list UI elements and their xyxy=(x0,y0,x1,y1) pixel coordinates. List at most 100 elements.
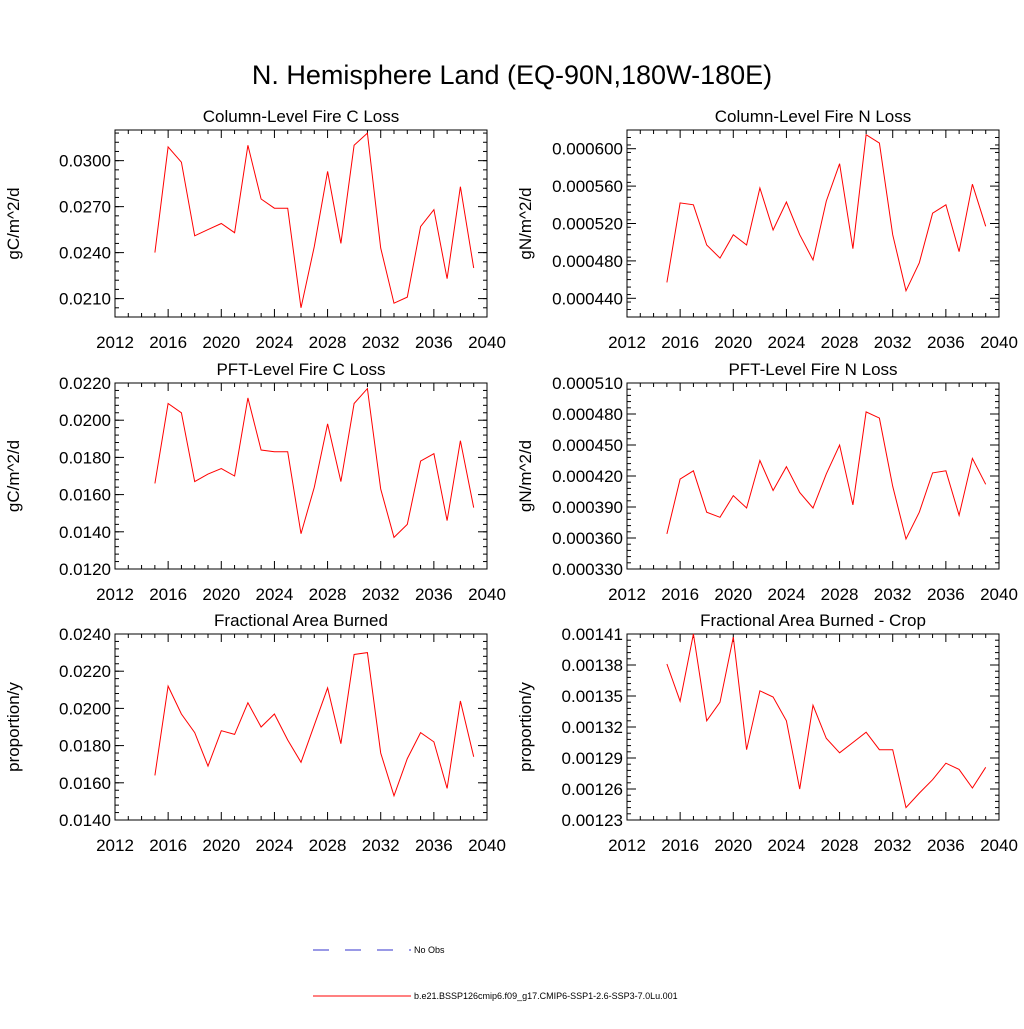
chart-title: Fractional Area Burned xyxy=(214,611,388,630)
series-line xyxy=(154,132,475,308)
y-tick-label: 0.0200 xyxy=(59,411,111,430)
x-tick-label: 2020 xyxy=(714,836,752,855)
y-tick-label: 0.000450 xyxy=(552,436,623,455)
y-tick-label: 0.000510 xyxy=(552,374,623,393)
y-tick-label: 0.00135 xyxy=(562,687,623,706)
x-tick-label: 2024 xyxy=(768,333,806,352)
plot-frame xyxy=(114,633,488,821)
chart-panels: Column-Level Fire C Loss gC/m^2/d 2012 2016… xyxy=(4,107,1018,855)
x-tick-label: 2016 xyxy=(661,585,699,604)
chart-panel-5: Fractional Area Burned proportion/y 2012 20… xyxy=(4,611,506,855)
chart-panel-3: PFT-Level Fire C Loss gC/m^2/d 2012 2016 202… xyxy=(4,360,506,604)
x-tick-label: 2016 xyxy=(149,333,187,352)
y-axis-label: proportion/y xyxy=(4,682,23,772)
plot-frame xyxy=(114,129,488,318)
x-tick-label: 2028 xyxy=(821,836,859,855)
y-tick-label: 0.0200 xyxy=(59,699,111,718)
y-tick-label: 0.000480 xyxy=(552,252,623,271)
x-tick-label: 2028 xyxy=(309,585,347,604)
legend: No Obs b.e21.BSSP126cmip6.f09_g17.CMIP6-… xyxy=(313,945,678,1001)
y-axis-label: gC/m^2/d xyxy=(4,187,23,259)
x-tick-label: 2016 xyxy=(149,585,187,604)
y-tick-label: 0.0220 xyxy=(59,374,111,393)
y-tick-label: 0.0140 xyxy=(59,523,111,542)
plot-frame xyxy=(626,129,1000,318)
y-tick-label: 0.0160 xyxy=(59,486,111,505)
chart-panel-6: Fractional Area Burned - Crop proportion/… xyxy=(516,611,1018,855)
x-tick-label: 2040 xyxy=(980,585,1018,604)
x-tick-label: 2012 xyxy=(96,585,134,604)
x-tick-label: 2032 xyxy=(874,585,912,604)
y-tick-label: 0.0240 xyxy=(59,625,111,644)
x-tick-label: 2028 xyxy=(821,333,859,352)
y-tick-label: 0.00129 xyxy=(562,749,623,768)
y-axis-label: proportion/y xyxy=(516,682,535,772)
y-tick-label: 0.00123 xyxy=(562,811,623,830)
chart-panel-2: Column-Level Fire N Loss gN/m^2/d 2012 2016… xyxy=(516,107,1018,352)
y-tick-label: 0.00132 xyxy=(562,718,623,737)
x-tick-label: 2028 xyxy=(309,836,347,855)
plot-frame xyxy=(626,633,1000,821)
x-tick-label: 2024 xyxy=(768,836,806,855)
y-tick-label: 0.0300 xyxy=(59,152,111,171)
chart-panel-4: PFT-Level Fire N Loss gN/m^2/d 2012 2016 202… xyxy=(516,360,1018,604)
x-tick-label: 2040 xyxy=(468,836,506,855)
chart-title: Column-Level Fire N Loss xyxy=(715,107,912,126)
x-tick-label: 2032 xyxy=(362,836,400,855)
chart-title: PFT-Level Fire C Loss xyxy=(216,360,385,379)
series-line xyxy=(666,633,987,809)
plot-frame xyxy=(626,382,1000,570)
x-tick-label: 2012 xyxy=(608,333,646,352)
x-tick-label: 2024 xyxy=(768,585,806,604)
x-tick-label: 2016 xyxy=(661,333,699,352)
x-tick-label: 2012 xyxy=(96,333,134,352)
x-tick-label: 2020 xyxy=(202,836,240,855)
x-tick-label: 2036 xyxy=(927,836,965,855)
x-tick-label: 2012 xyxy=(608,836,646,855)
chart-title: Column-Level Fire C Loss xyxy=(203,107,400,126)
x-tick-label: 2012 xyxy=(608,585,646,604)
x-tick-label: 2040 xyxy=(468,585,506,604)
chart-title: PFT-Level Fire N Loss xyxy=(728,360,897,379)
y-tick-label: 0.0240 xyxy=(59,244,111,263)
series-line xyxy=(666,411,987,541)
figure-title: N. Hemisphere Land (EQ-90N,180W-180E) xyxy=(252,60,772,90)
y-tick-label: 0.000440 xyxy=(552,289,623,308)
y-tick-label: 0.000560 xyxy=(552,177,623,196)
x-tick-label: 2020 xyxy=(714,585,752,604)
y-tick-label: 0.000330 xyxy=(552,560,623,579)
series-line xyxy=(154,387,475,539)
x-tick-label: 2040 xyxy=(980,836,1018,855)
x-tick-label: 2020 xyxy=(202,585,240,604)
y-tick-label: 0.0210 xyxy=(59,290,111,309)
y-tick-label: 0.000600 xyxy=(552,140,623,159)
legend-label-model: b.e21.BSSP126cmip6.f09_g17.CMIP6-SSP1-2.… xyxy=(414,991,678,1001)
x-tick-label: 2012 xyxy=(96,836,134,855)
x-tick-label: 2036 xyxy=(415,836,453,855)
y-tick-label: 0.00126 xyxy=(562,780,623,799)
y-tick-label: 0.000520 xyxy=(552,215,623,234)
x-tick-label: 2024 xyxy=(256,836,294,855)
x-tick-label: 2016 xyxy=(149,836,187,855)
series-line xyxy=(666,133,987,293)
y-tick-label: 0.000390 xyxy=(552,498,623,517)
y-tick-label: 0.0180 xyxy=(59,448,111,467)
plot-frame xyxy=(114,382,488,570)
x-tick-label: 2020 xyxy=(714,333,752,352)
y-tick-label: 0.00141 xyxy=(562,625,623,644)
y-tick-label: 0.000480 xyxy=(552,405,623,424)
y-tick-label: 0.000360 xyxy=(552,529,623,548)
x-tick-label: 2016 xyxy=(661,836,699,855)
chart-title: Fractional Area Burned - Crop xyxy=(700,611,926,630)
y-tick-label: 0.000420 xyxy=(552,467,623,486)
x-tick-label: 2036 xyxy=(415,585,453,604)
legend-label-no-obs: No Obs xyxy=(414,945,445,955)
y-tick-label: 0.0120 xyxy=(59,560,111,579)
x-tick-label: 2036 xyxy=(415,333,453,352)
y-axis-label: gN/m^2/d xyxy=(516,440,535,512)
x-tick-label: 2032 xyxy=(362,585,400,604)
y-tick-label: 0.0180 xyxy=(59,737,111,756)
y-tick-label: 0.0220 xyxy=(59,662,111,681)
